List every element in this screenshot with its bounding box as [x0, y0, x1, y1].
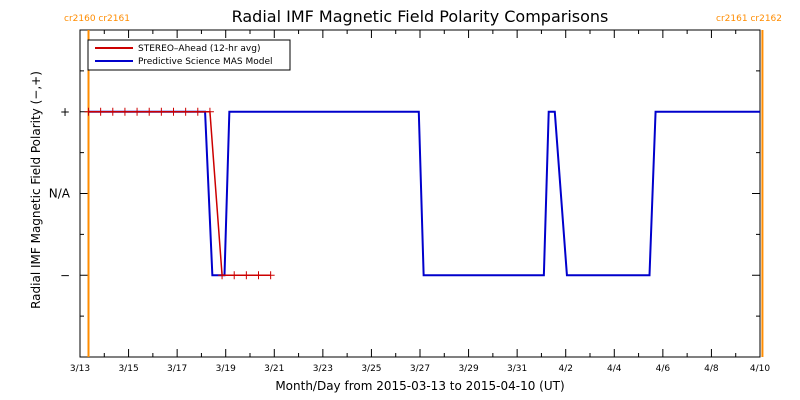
stereo-data-point: [120, 107, 129, 116]
stereo-data-point: [181, 107, 190, 116]
x-axis-label: Month/Day from 2015-03-13 to 2015-04-10 …: [275, 379, 564, 393]
x-tick-label: 4/10: [750, 364, 770, 374]
stereo-data-point: [169, 107, 178, 116]
x-tick-label: 3/31: [507, 364, 527, 374]
stereo-data-point: [145, 107, 154, 116]
y-tick-label: N/A: [49, 187, 71, 201]
y-tick-label: +: [60, 105, 70, 119]
stereo-data-point: [218, 271, 227, 280]
legend: STEREO–Ahead (12-hr avg) Predictive Scie…: [87, 39, 291, 71]
x-tick-label: 3/23: [313, 364, 333, 374]
x-tick-label: 3/13: [70, 364, 90, 374]
chart-title: Radial IMF Magnetic Field Polarity Compa…: [232, 7, 609, 26]
x-tick-label: 4/6: [656, 364, 671, 374]
stereo-data-point: [230, 271, 239, 280]
legend-label-model: Predictive Science MAS Model: [138, 57, 273, 67]
carrington-rotation-markers: [87, 30, 764, 357]
x-tick-label: 3/29: [458, 364, 478, 374]
cr-label-left: cr2160 cr2161: [64, 14, 130, 24]
legend-box: [87, 39, 291, 71]
stereo-data-point: [266, 271, 275, 280]
stereo-data-point: [108, 107, 117, 116]
stereo-data-point: [254, 271, 263, 280]
y-axis-ticks: + N/A −: [49, 70, 760, 317]
x-tick-label: 3/21: [264, 364, 284, 374]
stereo-data-point: [242, 271, 251, 280]
x-tick-label: 4/4: [607, 364, 622, 374]
legend-label-stereo: STEREO–Ahead (12-hr avg): [138, 44, 260, 54]
plot-frame: [79, 29, 761, 358]
x-tick-label: 4/2: [558, 364, 572, 374]
y-tick-label: −: [60, 268, 70, 282]
x-tick-label: 3/19: [216, 364, 236, 374]
stereo-series-line: [88, 111, 271, 276]
series-layer: [84, 107, 760, 280]
x-tick-label: 4/8: [704, 364, 719, 374]
model-series-line: [88, 110, 760, 277]
stereo-data-point: [205, 107, 214, 116]
y-axis-label: Radial IMF Magnetic Field Polarity (−,+): [29, 71, 43, 309]
stereo-data-point: [157, 107, 166, 116]
stereo-data-point: [133, 107, 142, 116]
x-tick-label: 3/15: [118, 364, 138, 374]
cr-label-right: cr2161 cr2162: [716, 14, 782, 24]
stereo-data-point: [193, 107, 202, 116]
stereo-data-point: [96, 107, 105, 116]
x-tick-label: 3/25: [361, 364, 381, 374]
x-tick-label: 3/27: [410, 364, 430, 374]
x-tick-label: 3/17: [167, 364, 187, 374]
x-axis-ticks: 3/13 3/15 3/17 3/19 3/21 3/23 3/25 3/27 3/29 3/31…: [70, 30, 770, 374]
stereo-data-point: [84, 107, 93, 116]
